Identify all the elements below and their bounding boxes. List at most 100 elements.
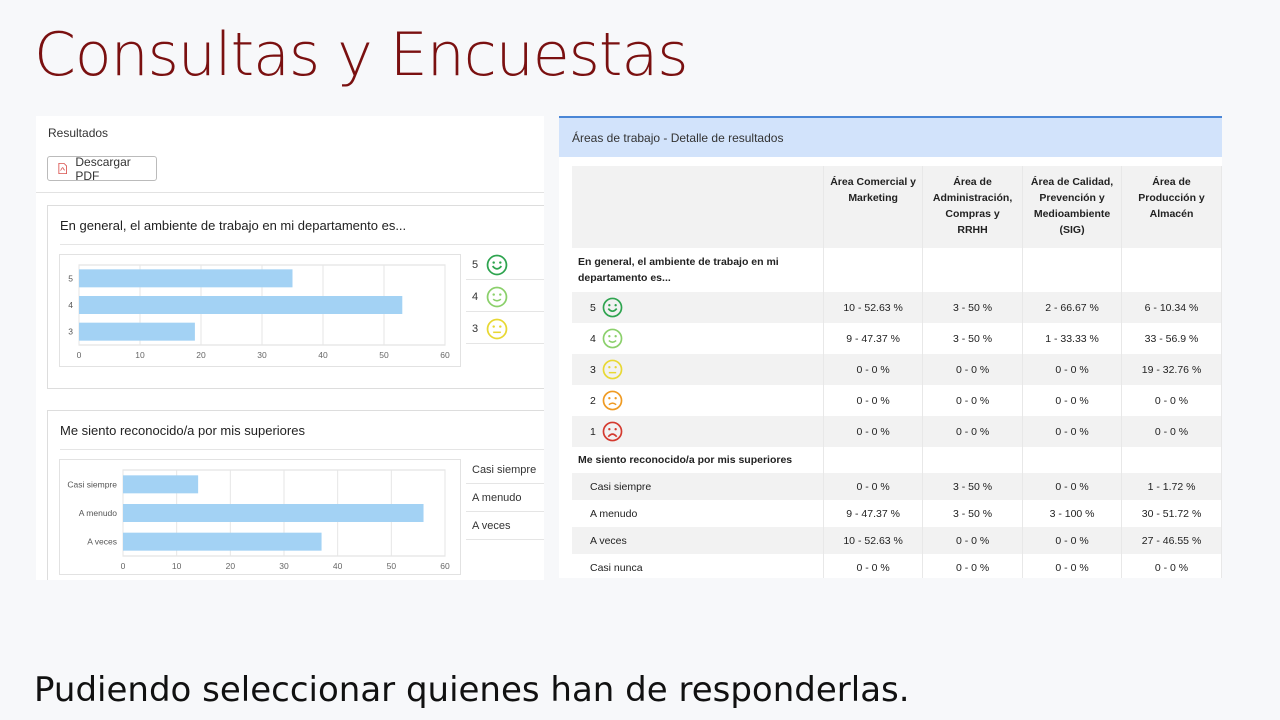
option-label: 4 [590,332,596,345]
value-cell: 6 - 10.34 % [1121,292,1222,323]
question-card-1: En general, el ambiente de trabajo en mi… [47,205,544,389]
chart-2: 0 10 20 30 40 50 60 Casi siempre A menudo A veces [59,459,461,575]
column-header: Área de Calidad, Prevención y Medioambie… [1022,166,1123,248]
slide-footer: Pudiendo seleccionar quienes han de resp… [34,670,910,710]
legend-label-5: 5 [472,258,479,271]
x-tick-label: 50 [387,561,397,571]
bar [123,504,424,522]
option-label: Casi nunca [590,561,643,574]
value-cell: 3 - 50 % [922,323,1024,354]
table-header-empty [572,166,825,248]
table-header-row: Área Comercial y Marketing Área de Admin… [572,166,1222,248]
slide-title: Consultas y Encuestas [34,20,688,90]
option-label: Casi siempre [590,480,652,493]
bar [79,296,403,314]
empty-cell [1121,248,1222,292]
column-header: Área de Administración, Compras y RRHH [922,166,1024,248]
table-row: 4 9 - 47.37 % 3 - 50 % 1 - 33.33 % 33 - 56.9… [572,323,1222,354]
question-label: En general, el ambiente de trabajo en mi… [572,248,825,292]
y-tick-label: A menudo [79,508,118,518]
legend-item-a-menudo: A menudo [466,484,544,512]
value-cell: 0 - 0 % [823,416,924,447]
divider [36,192,544,193]
empty-cell [823,248,924,292]
value-cell: 10 - 52.63 % [823,292,924,323]
value-cell: 19 - 32.76 % [1121,354,1222,385]
legend-item-3: 3 [466,314,544,344]
download-pdf-button[interactable]: Descargar PDF [47,154,157,183]
value-cell: 0 - 0 % [1121,385,1222,416]
option-label: 3 [590,363,596,376]
option-label: A veces [590,534,627,547]
value-cell: 2 - 66.67 % [1022,292,1123,323]
value-cell: 10 - 52.63 % [823,527,924,554]
chart-1-svg: 0 10 20 30 40 50 60 5 4 3 [68,264,450,360]
x-tick-label: 50 [379,350,389,360]
value-cell: 0 - 0 % [1022,527,1123,554]
option-cell: 4 [572,323,825,354]
value-cell: 9 - 47.37 % [823,323,924,354]
x-tick-label: 0 [121,561,126,571]
value-cell: 33 - 56.9 % [1121,323,1222,354]
results-label: Resultados [48,126,109,140]
value-cell: 9 - 47.37 % [823,500,924,527]
column-header: Área Comercial y Marketing [823,166,924,248]
x-tick-label: 20 [226,561,236,571]
empty-cell [1022,447,1123,473]
download-pdf-label: Descargar PDF [75,154,131,183]
option-cell: 1 [572,416,825,447]
value-cell: 3 - 100 % [1022,500,1123,527]
happy-face-icon [486,286,508,308]
x-tick-label: 40 [333,561,343,571]
value-cell: 0 - 0 % [1022,385,1123,416]
value-cell: 30 - 51.72 % [1121,500,1222,527]
legend-item-a-veces: A veces [466,512,544,540]
x-tick-label: 20 [196,350,206,360]
legend-item-casi-siempre: Casi siempre [466,456,544,484]
option-cell: A veces [572,527,825,554]
y-tick-label: 5 [68,273,73,283]
table-row: 5 10 - 52.63 % 3 - 50 % 2 - 66.67 % 6 - 10.3… [572,292,1222,323]
value-cell: 3 - 50 % [922,292,1024,323]
legend-item-5: 5 [466,250,544,280]
empty-cell [1121,447,1222,473]
detail-panel-header: Áreas de trabajo - Detalle de resultados [559,116,1222,157]
empty-cell [1022,248,1123,292]
column-header: Área de Producción y Almacén [1121,166,1222,248]
table-row: A menudo 9 - 47.37 % 3 - 50 % 3 - 100 % 30 -… [572,500,1222,527]
table-row: Casi nunca 0 - 0 % 0 - 0 % 0 - 0 % 0 - 0 % [572,554,1222,578]
detail-table: Área Comercial y Marketing Área de Admin… [572,166,1222,578]
neutral-face-icon [486,318,508,340]
chart-1: 0 10 20 30 40 50 60 5 4 3 [59,254,461,367]
value-cell: 0 - 0 % [1022,554,1123,578]
neutral-face-icon [602,359,623,380]
option-cell: A menudo [572,500,825,527]
empty-cell [922,248,1024,292]
option-label: 1 [590,425,596,438]
legend-item-4: 4 [466,282,544,312]
option-cell: 5 [572,292,825,323]
question-card-2: Me siento reconocido/a por mis superiore… [47,410,544,580]
value-cell: 3 - 50 % [922,500,1024,527]
value-cell: 3 - 50 % [922,473,1024,500]
x-tick-label: 0 [77,350,82,360]
bar [123,532,322,551]
question-row: Me siento reconocido/a por mis superiore… [572,447,1222,473]
chart-2-svg: 0 10 20 30 40 50 60 Casi siempre A menudo A veces [67,469,450,571]
value-cell: 0 - 0 % [823,354,924,385]
y-tick-label: 3 [68,327,73,337]
happy-face-icon [602,328,623,349]
legend-label-3: 3 [472,322,479,335]
x-tick-label: 40 [318,350,328,360]
bar [123,475,199,494]
detail-panel: Áreas de trabajo - Detalle de resultados… [559,116,1222,578]
pdf-file-icon [58,162,67,175]
question-row: En general, el ambiente de trabajo en mi… [572,248,1222,292]
question-title-2: Me siento reconocido/a por mis superiore… [60,411,544,450]
value-cell: 0 - 0 % [823,473,924,500]
bar [79,269,293,288]
option-label: 2 [590,394,596,407]
